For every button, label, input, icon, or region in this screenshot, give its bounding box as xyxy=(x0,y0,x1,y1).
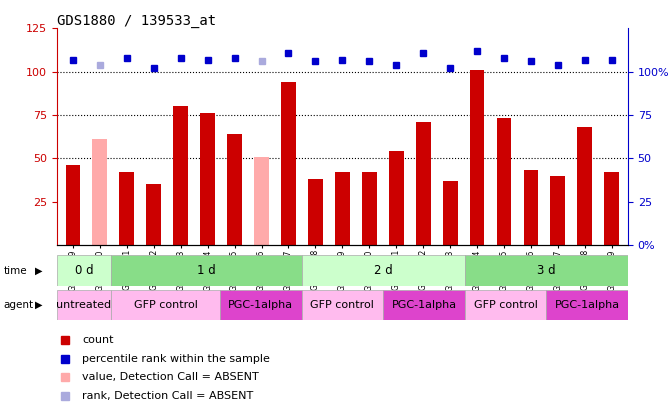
Text: rank, Detection Call = ABSENT: rank, Detection Call = ABSENT xyxy=(82,390,254,401)
Text: value, Detection Call = ABSENT: value, Detection Call = ABSENT xyxy=(82,372,259,382)
Text: 0 d: 0 d xyxy=(75,264,94,277)
Bar xyxy=(120,172,134,245)
Bar xyxy=(281,82,296,245)
Bar xyxy=(470,70,484,245)
Bar xyxy=(465,290,546,320)
Text: GFP control: GFP control xyxy=(311,300,374,310)
Bar xyxy=(524,171,538,245)
Bar xyxy=(383,290,465,320)
Bar xyxy=(550,176,565,245)
Text: 3 d: 3 d xyxy=(537,264,556,277)
Bar xyxy=(111,255,301,286)
Text: PGC-1alpha: PGC-1alpha xyxy=(391,300,456,310)
Bar xyxy=(577,127,593,245)
Text: GDS1880 / 139533_at: GDS1880 / 139533_at xyxy=(57,14,216,28)
Bar xyxy=(111,290,220,320)
Text: untreated: untreated xyxy=(56,300,112,310)
Bar xyxy=(301,255,465,286)
Bar xyxy=(227,134,242,245)
Bar xyxy=(546,290,628,320)
Text: GFP control: GFP control xyxy=(474,300,538,310)
Bar xyxy=(496,119,512,245)
Text: ▶: ▶ xyxy=(35,266,43,275)
Bar xyxy=(92,139,108,245)
Text: 1 d: 1 d xyxy=(197,264,216,277)
Text: GFP control: GFP control xyxy=(134,300,198,310)
Bar xyxy=(254,157,269,245)
Bar xyxy=(605,172,619,245)
Bar xyxy=(200,113,215,245)
Bar xyxy=(65,165,80,245)
Bar xyxy=(220,290,301,320)
Bar xyxy=(301,290,383,320)
Bar xyxy=(173,107,188,245)
Bar xyxy=(308,179,323,245)
Bar xyxy=(389,151,403,245)
Text: time: time xyxy=(3,266,27,275)
Text: PGC-1alpha: PGC-1alpha xyxy=(554,300,620,310)
Bar xyxy=(443,181,458,245)
Bar xyxy=(335,172,350,245)
Text: percentile rank within the sample: percentile rank within the sample xyxy=(82,354,271,364)
Text: agent: agent xyxy=(3,300,33,310)
Text: PGC-1alpha: PGC-1alpha xyxy=(228,300,293,310)
Bar xyxy=(57,290,111,320)
Text: 2 d: 2 d xyxy=(374,264,393,277)
Bar xyxy=(465,255,628,286)
Bar xyxy=(146,184,161,245)
Text: ▶: ▶ xyxy=(35,300,43,310)
Bar xyxy=(57,255,111,286)
Text: count: count xyxy=(82,335,114,345)
Bar xyxy=(362,172,377,245)
Bar xyxy=(415,122,431,245)
